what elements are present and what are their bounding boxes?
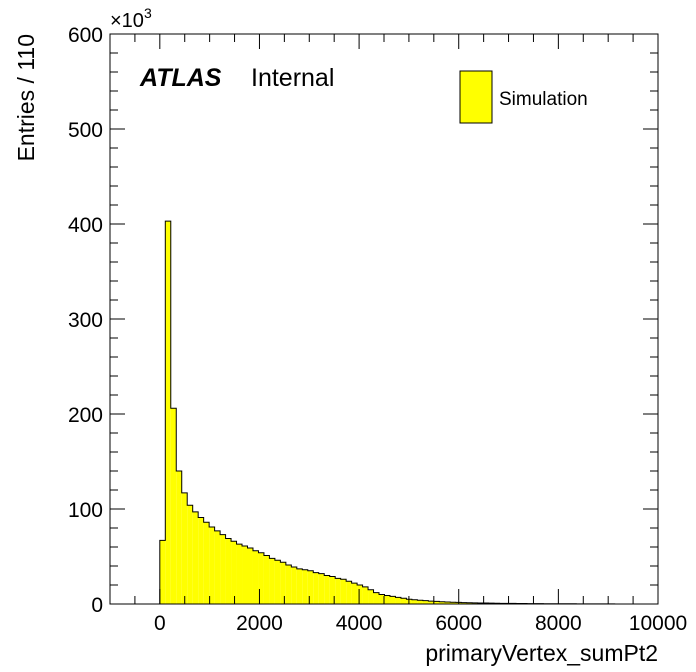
histogram-bin — [384, 595, 390, 604]
histogram-bin — [263, 555, 270, 604]
histogram-bin — [417, 600, 423, 604]
y-tick-label: 100 — [68, 499, 103, 522]
legend-label-simulation: Simulation — [499, 89, 588, 110]
x-tick-labels: 0 2000 4000 6000 8000 10000 — [154, 612, 687, 635]
histogram-bin — [444, 602, 451, 604]
histogram-bin — [236, 544, 243, 604]
legend: Simulation — [459, 70, 588, 124]
histogram-bin — [176, 471, 182, 604]
histogram-bin — [379, 594, 385, 604]
histogram-bin — [389, 596, 396, 604]
histogram-bin — [357, 585, 363, 604]
histogram-bin — [313, 572, 319, 604]
atlas-sublabel: Internal — [251, 64, 334, 92]
histogram-bin — [192, 511, 199, 604]
y-tick-label: 600 — [68, 24, 103, 47]
y-tick-labels: 0 100 200 300 400 500 600 — [68, 24, 103, 617]
histogram-bin — [296, 568, 303, 604]
y-multiplier: ×103 — [110, 5, 152, 32]
histogram-bin — [433, 601, 440, 604]
histogram-bin — [198, 517, 204, 604]
histogram-bin — [242, 546, 248, 604]
histogram-bin — [291, 566, 297, 604]
histogram-bin — [203, 522, 210, 604]
y-tick-label: 0 — [91, 594, 103, 617]
histogram-bin — [187, 505, 193, 604]
histogram-bin — [225, 538, 232, 604]
histogram-bin — [362, 586, 369, 604]
x-tick-label: 0 — [154, 612, 166, 635]
y-tick-label: 200 — [68, 404, 103, 427]
histogram-bin — [351, 583, 358, 604]
y-tick-label: 500 — [68, 119, 103, 142]
histogram-bin — [302, 569, 308, 604]
x-axis-label: primaryVertex_sumPt2 — [425, 640, 658, 666]
x-tick-label: 8000 — [535, 612, 582, 635]
axis-ticks — [109, 33, 659, 605]
histogram-bin — [329, 576, 336, 604]
histogram-bin — [220, 534, 226, 604]
histogram-bin — [395, 597, 401, 604]
legend-swatch-simulation — [459, 70, 493, 124]
histogram-bin — [373, 592, 380, 604]
histogram-bin — [165, 221, 171, 604]
atlas-label: ATLAS — [139, 64, 222, 92]
histogram-bin — [346, 581, 352, 604]
histogram-bin — [258, 552, 264, 604]
histogram-bin — [181, 492, 188, 604]
y-axis-label: Entries / 110 — [13, 34, 39, 161]
histogram-bin — [269, 558, 275, 604]
histogram-bin — [280, 562, 286, 604]
histogram-bin — [466, 602, 473, 604]
histogram-bin — [307, 570, 314, 604]
histogram-bin — [318, 573, 325, 604]
histogram-bin — [335, 578, 341, 604]
histogram-bin — [247, 547, 253, 604]
histogram-bin — [472, 602, 478, 604]
histogram-bin — [231, 541, 237, 604]
histogram-bin — [285, 565, 292, 604]
histogram-bin — [368, 589, 374, 604]
histogram-bin — [411, 599, 418, 604]
y-tick-label: 400 — [68, 214, 103, 237]
y-tick-label: 300 — [68, 309, 103, 332]
histogram-bin — [422, 600, 429, 604]
x-tick-label: 6000 — [435, 612, 482, 635]
histogram-bin — [159, 540, 166, 604]
histogram-bin — [439, 601, 445, 604]
histogram-bin — [477, 602, 484, 604]
histogram-bin — [170, 408, 177, 604]
histogram-bin — [209, 527, 215, 604]
x-tick-label: 10000 — [629, 612, 687, 635]
histogram-bins — [159, 220, 654, 605]
histogram-bin — [274, 560, 281, 604]
histogram-bin — [428, 601, 434, 604]
histogram-bin — [400, 598, 407, 604]
y-multiplier-base: ×10 — [110, 10, 144, 32]
histogram-bin — [340, 579, 347, 604]
x-tick-label: 4000 — [336, 612, 383, 635]
histogram-bin — [324, 575, 330, 604]
histogram-bin — [252, 550, 259, 604]
histogram-bin — [461, 602, 467, 604]
x-tick-label: 2000 — [236, 612, 283, 635]
histogram-bin — [214, 530, 221, 604]
histogram-bin — [450, 602, 456, 604]
y-multiplier-exponent: 3 — [144, 5, 152, 21]
